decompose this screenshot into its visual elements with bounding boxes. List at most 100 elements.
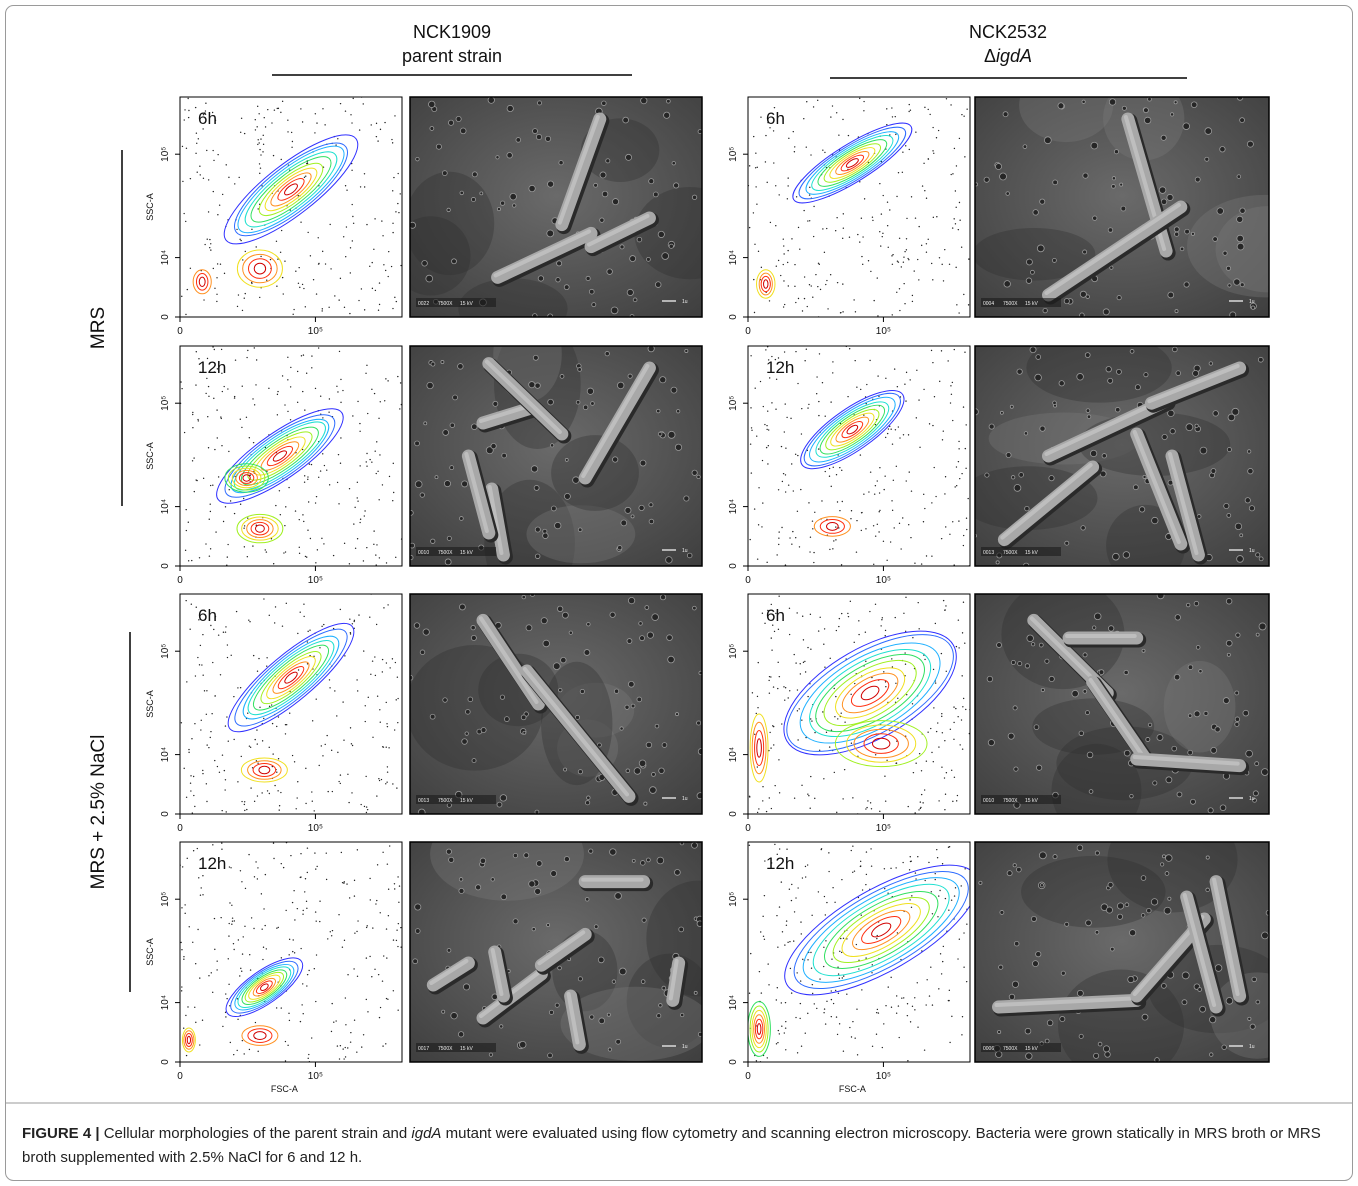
event-dot bbox=[813, 106, 814, 107]
sem-pore bbox=[1018, 662, 1022, 666]
event-dot bbox=[225, 993, 226, 994]
event-dot bbox=[892, 116, 893, 117]
sem-pore bbox=[649, 179, 654, 184]
sem-pore bbox=[1079, 731, 1084, 736]
sem-pore bbox=[1247, 141, 1253, 147]
sem-pore bbox=[497, 207, 500, 210]
event-dot bbox=[392, 500, 393, 501]
flow-plot: 6h010⁴10⁵010⁵SSC-A bbox=[145, 96, 402, 337]
event-dot bbox=[295, 510, 296, 511]
time-label: 6h bbox=[198, 606, 217, 625]
event-dot bbox=[387, 604, 388, 605]
contour bbox=[248, 1029, 272, 1043]
event-dot bbox=[286, 603, 287, 604]
event-dot bbox=[351, 743, 352, 744]
event-dot bbox=[807, 306, 808, 307]
event-dot bbox=[884, 888, 885, 889]
event-dot bbox=[305, 878, 306, 879]
event-dot bbox=[184, 119, 185, 120]
event-dot bbox=[917, 259, 918, 260]
sem-pore bbox=[1162, 855, 1165, 858]
event-dot bbox=[829, 746, 830, 747]
event-dot bbox=[281, 1007, 282, 1008]
event-dot bbox=[953, 218, 954, 219]
event-dot bbox=[397, 376, 398, 377]
event-dot bbox=[257, 671, 258, 672]
event-dot bbox=[797, 1052, 798, 1053]
event-dot bbox=[887, 202, 888, 203]
x-tick-label: 10⁵ bbox=[308, 326, 323, 337]
sem-pore bbox=[1117, 296, 1121, 300]
event-dot bbox=[302, 121, 303, 122]
event-dot bbox=[292, 902, 293, 903]
event-dot bbox=[762, 460, 763, 461]
sem-pore bbox=[1182, 972, 1189, 979]
sem-pore bbox=[1077, 845, 1083, 851]
x-tick-label: 0 bbox=[177, 575, 183, 586]
event-dot bbox=[277, 414, 278, 415]
event-dot bbox=[274, 622, 275, 623]
event-dot bbox=[350, 727, 351, 728]
event-dot bbox=[240, 240, 241, 241]
event-dot bbox=[199, 977, 200, 978]
event-dot bbox=[854, 642, 855, 643]
contour bbox=[873, 738, 890, 749]
event-dot bbox=[785, 474, 786, 475]
event-dot bbox=[356, 679, 357, 680]
event-dot bbox=[865, 661, 866, 662]
event-dot bbox=[784, 1032, 785, 1033]
event-dot bbox=[351, 204, 352, 205]
event-dot bbox=[385, 1043, 386, 1044]
sem-pore bbox=[675, 713, 678, 716]
event-dot bbox=[843, 1051, 844, 1052]
event-dot bbox=[779, 906, 780, 907]
event-dot bbox=[944, 740, 945, 741]
event-dot bbox=[773, 686, 774, 687]
event-dot bbox=[223, 632, 224, 633]
sem-pore bbox=[1227, 448, 1231, 452]
event-dot bbox=[213, 629, 214, 630]
sem-pore bbox=[1010, 405, 1013, 408]
sem-image: 00137500X15 kV1u bbox=[959, 333, 1269, 586]
event-dot bbox=[781, 527, 782, 528]
event-dot bbox=[245, 251, 246, 252]
event-dot bbox=[768, 984, 769, 985]
event-dot bbox=[315, 911, 316, 912]
event-dot bbox=[795, 897, 796, 898]
event-dot bbox=[386, 723, 387, 724]
event-dot bbox=[754, 244, 755, 245]
event-dot bbox=[866, 807, 867, 808]
event-dot bbox=[391, 266, 392, 267]
event-dot bbox=[968, 304, 969, 305]
sem-area: 00137500X15 kV1u bbox=[959, 333, 1269, 586]
sem-pore bbox=[1256, 633, 1259, 636]
event-dot bbox=[857, 234, 858, 235]
event-dot bbox=[219, 772, 220, 773]
event-dot bbox=[929, 423, 930, 424]
event-dot bbox=[832, 105, 833, 106]
sem-pore bbox=[659, 1004, 663, 1008]
event-dot bbox=[749, 845, 750, 846]
event-dot bbox=[928, 158, 929, 159]
event-dot bbox=[896, 196, 897, 197]
sem-pore bbox=[463, 984, 469, 990]
event-dot bbox=[181, 990, 182, 991]
event-dot bbox=[807, 407, 808, 408]
sem-pore bbox=[415, 929, 420, 934]
sem-pore bbox=[1223, 251, 1227, 255]
sem-pore bbox=[529, 185, 535, 191]
sem-pore bbox=[465, 732, 468, 735]
sem-pore bbox=[1041, 688, 1044, 691]
event-dot bbox=[861, 530, 862, 531]
event-dot bbox=[839, 510, 840, 511]
event-dot bbox=[872, 964, 873, 965]
time-label: 6h bbox=[766, 606, 785, 625]
event-dot bbox=[393, 492, 394, 493]
event-dot bbox=[381, 220, 382, 221]
event-dot bbox=[764, 424, 765, 425]
event-dot bbox=[237, 781, 238, 782]
event-dot bbox=[754, 508, 755, 509]
event-dot bbox=[954, 349, 955, 350]
event-dot bbox=[259, 163, 260, 164]
event-dot bbox=[338, 781, 339, 782]
